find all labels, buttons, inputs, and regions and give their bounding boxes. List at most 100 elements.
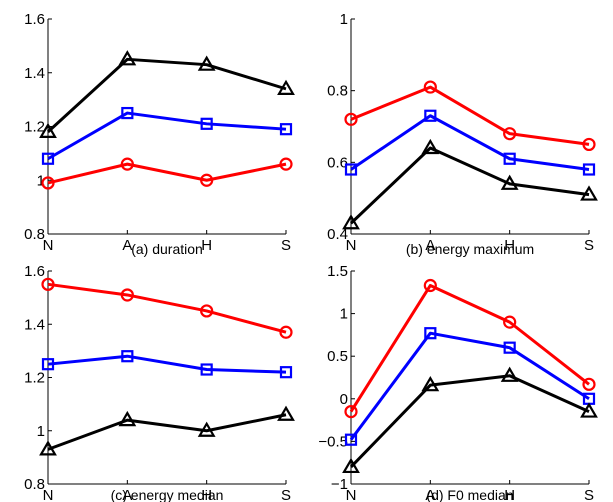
chart-panel-4: −1 −0.5 0 0.5 1 1.5 N A H S (d) F0 median	[318, 263, 598, 502]
x-tick-label: N	[346, 237, 357, 254]
panel-caption: (b) energy maximum	[406, 241, 534, 257]
series-line-triangle	[349, 374, 590, 469]
x-tick-label: A	[425, 487, 435, 502]
data-point-triangle	[421, 138, 440, 155]
chart-panel-3: 0.8 1 1.2 1.4 1.6 N A H S (c) energy median	[24, 263, 295, 502]
data-point-circle	[120, 288, 134, 302]
y-tick-label: −1	[331, 476, 348, 493]
data-point-circle	[41, 176, 55, 190]
data-point-triangle	[197, 421, 216, 437]
data-point-circle	[423, 80, 437, 94]
data-point-square	[424, 327, 437, 340]
series-line-circle	[349, 283, 590, 413]
data-point-triangle	[277, 79, 295, 95]
y-tick-label: 1	[37, 423, 45, 440]
data-point-circle	[582, 377, 596, 391]
x-tick-label: S	[281, 487, 291, 502]
data-point-square	[121, 350, 134, 363]
data-point-triangle	[118, 410, 137, 427]
data-point-circle	[423, 278, 437, 293]
series-line-triangle	[47, 413, 287, 451]
x-tick-label: A	[425, 237, 435, 254]
data-point-square	[200, 363, 213, 376]
series-line-square	[47, 354, 287, 374]
data-point-circle	[503, 127, 517, 141]
x-tick-label: S	[281, 237, 291, 254]
y-tick-label: 1.4	[24, 316, 45, 333]
data-point-circle	[120, 157, 134, 171]
data-point-triangle	[118, 50, 137, 66]
x-tick-label: N	[346, 487, 357, 502]
series-line-circle	[350, 85, 590, 146]
data-point-triangle	[421, 375, 440, 392]
y-tick-label: 0	[340, 391, 348, 408]
data-point-triangle	[500, 174, 519, 190]
data-point-circle	[279, 325, 293, 339]
data-point-triangle	[580, 185, 598, 201]
y-tick-label: 1.6	[24, 11, 45, 28]
data-point-square	[344, 163, 358, 176]
data-point-square	[503, 152, 516, 165]
data-point-square	[121, 106, 134, 120]
chart-panel-2: 0.4 0.6 0.8 1 N A H S (b) energy maximum	[327, 11, 598, 257]
data-point-circle	[503, 315, 517, 329]
data-point-triangle	[580, 402, 598, 418]
data-point-square	[503, 341, 516, 354]
data-point-square	[41, 152, 55, 165]
series-line-circle	[47, 282, 287, 334]
data-point-square	[344, 433, 358, 446]
y-tick-label: 1.2	[24, 370, 45, 387]
y-tick-label: 0.6	[327, 154, 348, 171]
x-tick-label: H	[201, 237, 212, 254]
data-point-circle	[582, 137, 596, 152]
panel-caption: (d) F0 median	[426, 487, 513, 502]
y-tick-label: 1.6	[24, 263, 45, 280]
y-tick-label: −0.5	[318, 433, 348, 450]
data-point-triangle	[342, 457, 360, 474]
x-tick-label: H	[504, 487, 515, 502]
x-tick-label: H	[504, 237, 515, 254]
x-tick-label: N	[43, 487, 54, 502]
panel-caption: (c) energy median	[111, 487, 224, 502]
data-point-circle	[41, 277, 55, 291]
data-point-square	[279, 366, 293, 379]
data-point-square	[200, 117, 213, 130]
y-tick-label: 1.4	[24, 65, 45, 82]
y-tick-label: 0.8	[327, 83, 348, 100]
data-point-triangle	[277, 405, 295, 421]
data-point-circle	[344, 404, 358, 419]
data-point-triangle	[342, 214, 360, 230]
series-line-square	[349, 331, 590, 441]
y-tick-label: 0.4	[327, 226, 348, 243]
data-point-circle	[200, 304, 214, 318]
series-line-triangle	[46, 57, 287, 133]
data-point-circle	[200, 173, 214, 187]
y-tick-label: 1	[340, 306, 348, 323]
x-tick-label: A	[122, 237, 132, 254]
data-point-circle	[344, 112, 358, 126]
data-point-triangle	[500, 366, 519, 382]
panel-caption: (a) duration	[131, 241, 203, 257]
x-tick-label: N	[43, 237, 54, 254]
data-point-square	[424, 109, 437, 122]
data-point-triangle	[39, 440, 57, 456]
series-line-circle	[47, 162, 287, 185]
x-tick-label: S	[584, 237, 594, 254]
data-point-triangle	[39, 122, 57, 138]
series-line-square	[47, 111, 287, 161]
x-tick-label: H	[201, 487, 212, 502]
data-point-square	[582, 163, 596, 176]
y-tick-label: 0.5	[327, 348, 348, 365]
y-tick-label: 1.5	[327, 263, 348, 280]
y-tick-label: 1	[340, 11, 348, 28]
series-line-triangle	[349, 146, 590, 225]
series-line-square	[350, 114, 590, 171]
data-point-square	[279, 123, 293, 136]
x-tick-label: A	[122, 487, 132, 502]
x-tick-label: S	[584, 487, 594, 502]
y-tick-label: 1	[37, 172, 45, 189]
data-point-square	[41, 358, 55, 371]
y-tick-label: 0.8	[24, 476, 45, 493]
chart-panel-1: 0.8 1 1.2 1.4 1.6 N A H S (a) duration	[24, 11, 295, 257]
